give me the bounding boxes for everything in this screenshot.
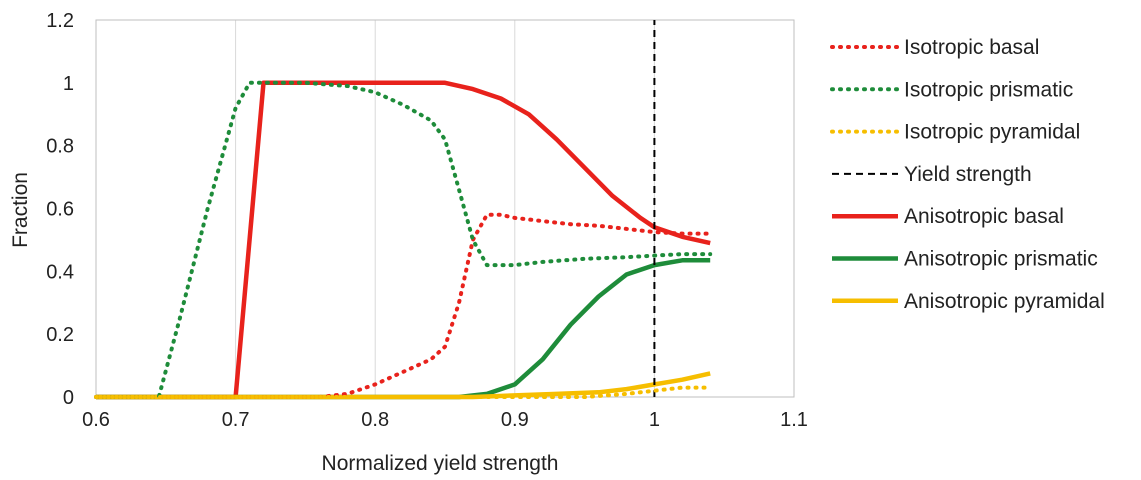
y-tick-label: 0.8 [46, 136, 74, 158]
x-tick-label: 1 [649, 409, 660, 431]
series-lines [94, 20, 713, 400]
legend-label-anisotropic-basal: Anisotropic basal [904, 205, 1064, 228]
y-axis-title: Fraction [9, 172, 32, 248]
series-line-isotropic-basal [94, 212, 713, 399]
x-tick-label: 0.8 [361, 409, 389, 431]
y-tick-label: 1.2 [46, 10, 74, 32]
legend-label-yield-strength: Yield strength [904, 163, 1032, 186]
x-tick-label: 0.7 [222, 409, 250, 431]
y-tick-label: 0 [63, 387, 74, 409]
legend-label-isotropic-pyramidal: Isotropic pyramidal [904, 121, 1080, 144]
x-tick-label: 0.9 [501, 409, 529, 431]
legend-label-isotropic-prismatic: Isotropic prismatic [904, 78, 1073, 101]
x-tick-label: 1.1 [780, 409, 808, 431]
plot-frame [95, 19, 795, 398]
legend-label-isotropic-basal: Isotropic basal [904, 36, 1039, 59]
x-axis-title: Normalized yield strength [322, 452, 559, 475]
y-tick-label: 1 [63, 73, 74, 95]
series-line-anisotropic-basal [96, 80, 711, 400]
y-tick-label: 0.2 [46, 324, 74, 346]
y-tick-label: 0.4 [46, 261, 74, 283]
grid-lines [235, 20, 795, 397]
legend: Isotropic basal Isotropic prismatic Isotro… [830, 36, 1105, 313]
x-tick-label: 0.6 [82, 409, 110, 431]
legend-label-anisotropic-pyramidal: Anisotropic pyramidal [904, 290, 1105, 313]
series-line-isotropic-prismatic [94, 80, 713, 399]
y-tick-label: 0.6 [46, 199, 74, 221]
plot-axes [95, 19, 795, 398]
legend-label-anisotropic-prismatic: Anisotropic prismatic [904, 248, 1098, 271]
series-line-isotropic-pyramidal [94, 385, 713, 399]
tick-labels: 0.6 0.7 0.8 0.9 1 1.1 0 0.2 0.4 0.6 0.8 1 1.2 [46, 10, 808, 431]
